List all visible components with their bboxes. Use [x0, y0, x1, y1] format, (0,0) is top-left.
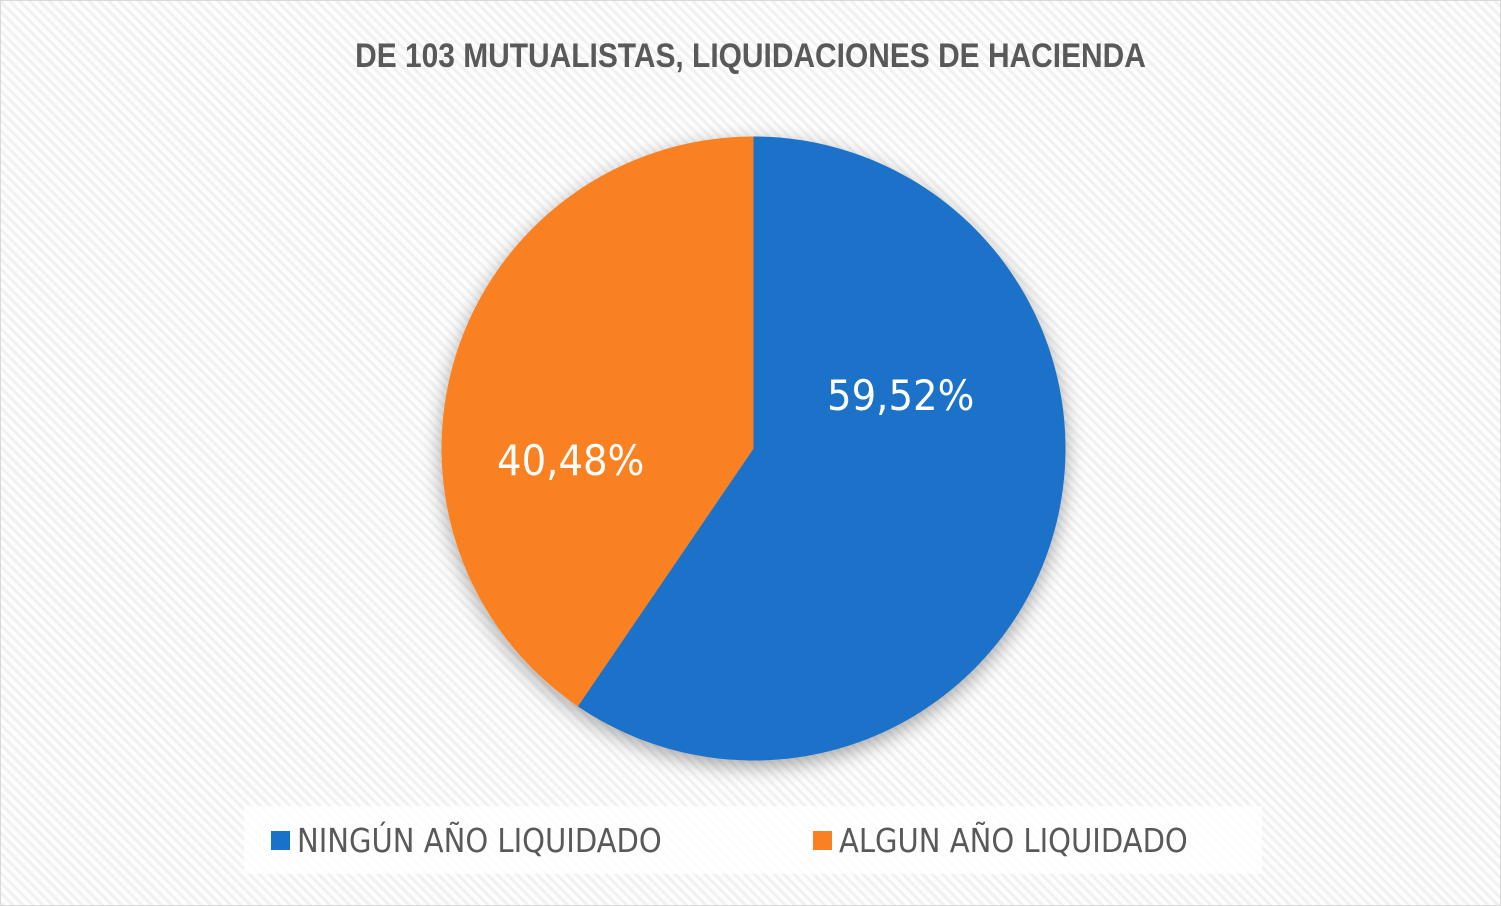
legend: NINGÚN AÑO LIQUIDADO ALGUN AÑO LIQUIDADO	[244, 806, 1262, 874]
legend-swatch-blue	[270, 830, 290, 850]
chart-title: DE 103 MUTUALISTAS, LIQUIDACIONES DE HAC…	[355, 37, 1146, 75]
pie-slice-ningun[interactable]	[577, 136, 1066, 761]
pie-svg	[441, 136, 1066, 761]
data-label-algun: 40,48%	[497, 436, 645, 485]
legend-item-ningun[interactable]: NINGÚN AÑO LIQUIDADO	[270, 820, 712, 860]
legend-label: NINGÚN AÑO LIQUIDADO	[296, 820, 662, 860]
data-label-ningun: 59,52%	[827, 371, 975, 420]
pie-slice-algun[interactable]	[441, 136, 754, 707]
legend-swatch-orange	[813, 830, 833, 850]
legend-item-algun[interactable]: ALGUN AÑO LIQUIDADO	[813, 821, 1235, 860]
pie-chart	[421, 116, 1086, 781]
legend-label: ALGUN AÑO LIQUIDADO	[839, 820, 1188, 860]
